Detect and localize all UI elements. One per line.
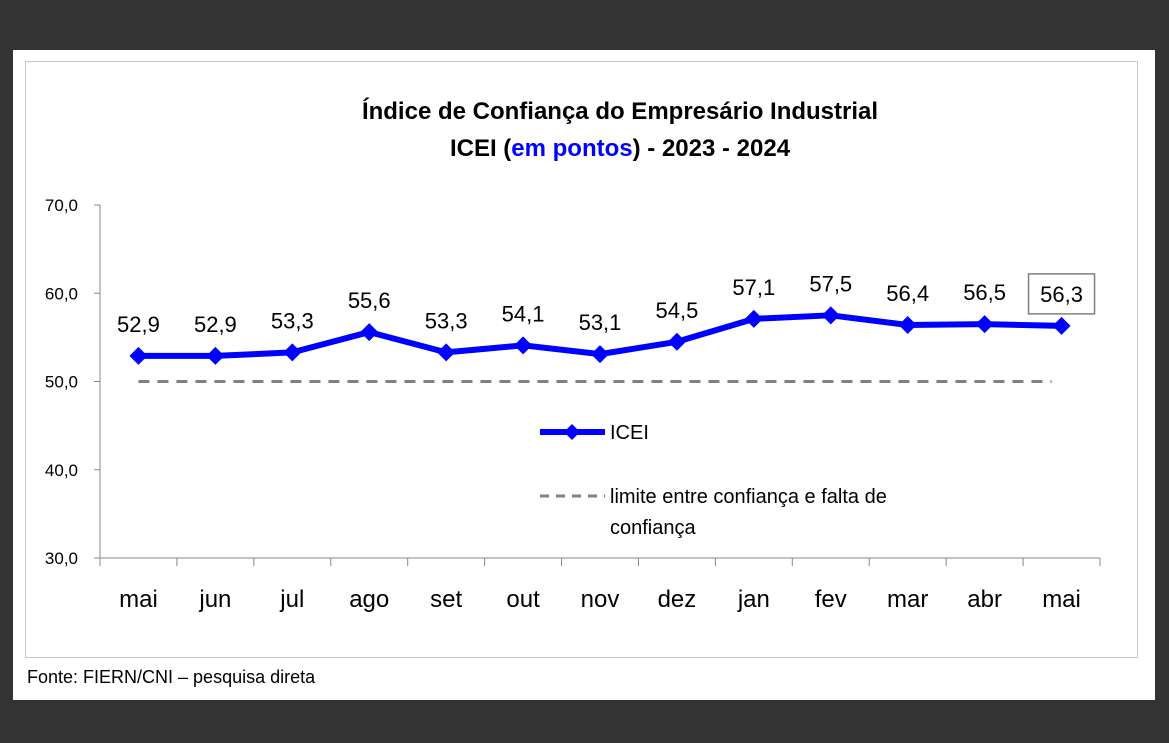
y-tick-label: 50,0: [45, 373, 78, 392]
chart-title-line1: Índice de Confiança do Empresário Indust…: [362, 97, 878, 125]
x-tick-label: jun: [198, 586, 231, 613]
icei-point: [514, 336, 533, 355]
data-label: 53,3: [425, 308, 468, 333]
title-unit-accent: em pontos: [511, 135, 632, 162]
icei-point: [591, 345, 609, 364]
x-tick-label: fev: [815, 586, 847, 613]
icei-point: [975, 315, 994, 334]
x-tick-label: dez: [658, 586, 697, 613]
x-tick-label: ago: [349, 586, 389, 613]
x-tick-label: abr: [967, 586, 1002, 613]
x-tick-label: jul: [279, 586, 304, 613]
y-tick-label: 30,0: [45, 549, 78, 568]
axes: 70,0 60,0 50,0 40,0 30,0 mai jun jul ago set out no…: [45, 196, 1101, 613]
icei-point: [437, 343, 456, 362]
x-tick-label: mar: [887, 586, 928, 613]
icei-point: [667, 332, 686, 351]
icei-point: [360, 323, 379, 342]
icei-point: [744, 309, 763, 328]
data-label: 53,3: [271, 308, 314, 333]
icei-point: [898, 316, 917, 335]
data-label: 57,5: [809, 271, 852, 296]
source-note: Fonte: FIERN/CNI – pesquisa direta: [27, 667, 316, 687]
data-label: 53,1: [579, 310, 622, 335]
y-tick-label: 40,0: [45, 461, 78, 480]
x-tick-label: mai: [1042, 586, 1081, 613]
x-tick-label: out: [506, 586, 540, 613]
x-tick-label: mai: [119, 586, 158, 613]
x-tick-label: nov: [581, 586, 620, 613]
y-tick-label: 60,0: [45, 284, 78, 303]
data-label: 54,1: [502, 301, 545, 326]
legend-icei-marker: [564, 424, 580, 440]
chart-frame: [25, 61, 1138, 658]
icei-point: [206, 346, 225, 365]
data-label: 55,6: [348, 288, 391, 313]
highlighted-label-box: [1027, 273, 1096, 315]
data-label: 57,1: [732, 275, 775, 300]
legend-icei-label: ICEI: [610, 422, 649, 444]
icei-point: [129, 346, 148, 365]
legend-limit-label-line1: limite entre confiança e falta de: [610, 486, 887, 508]
chart-title-line2: ICEI (em pontos) - 2023 - 2024: [450, 135, 791, 162]
icei-point: [821, 306, 840, 325]
y-tick-label: 70,0: [45, 196, 78, 215]
series-layer: 52,9 52,9 53,3 55,6 53,3 54,1 53,1 54,5 57,1 57,5…: [117, 271, 1096, 383]
data-label: 56,5: [963, 280, 1006, 305]
x-tick-label: set: [430, 586, 462, 613]
data-label: 54,5: [656, 298, 699, 323]
chart-background: [13, 50, 1155, 700]
data-label: 56,4: [886, 281, 929, 306]
data-label: 56,3: [1040, 282, 1083, 307]
x-tick-label: jan: [737, 586, 770, 613]
data-label: 52,9: [117, 312, 160, 337]
legend-limit-label-line2: confiança: [610, 517, 696, 539]
data-label: 52,9: [194, 312, 237, 337]
icei-point: [283, 343, 302, 362]
icei-point: [1052, 316, 1071, 335]
legend: ICEI limite entre confiança e falta de c…: [540, 422, 887, 539]
